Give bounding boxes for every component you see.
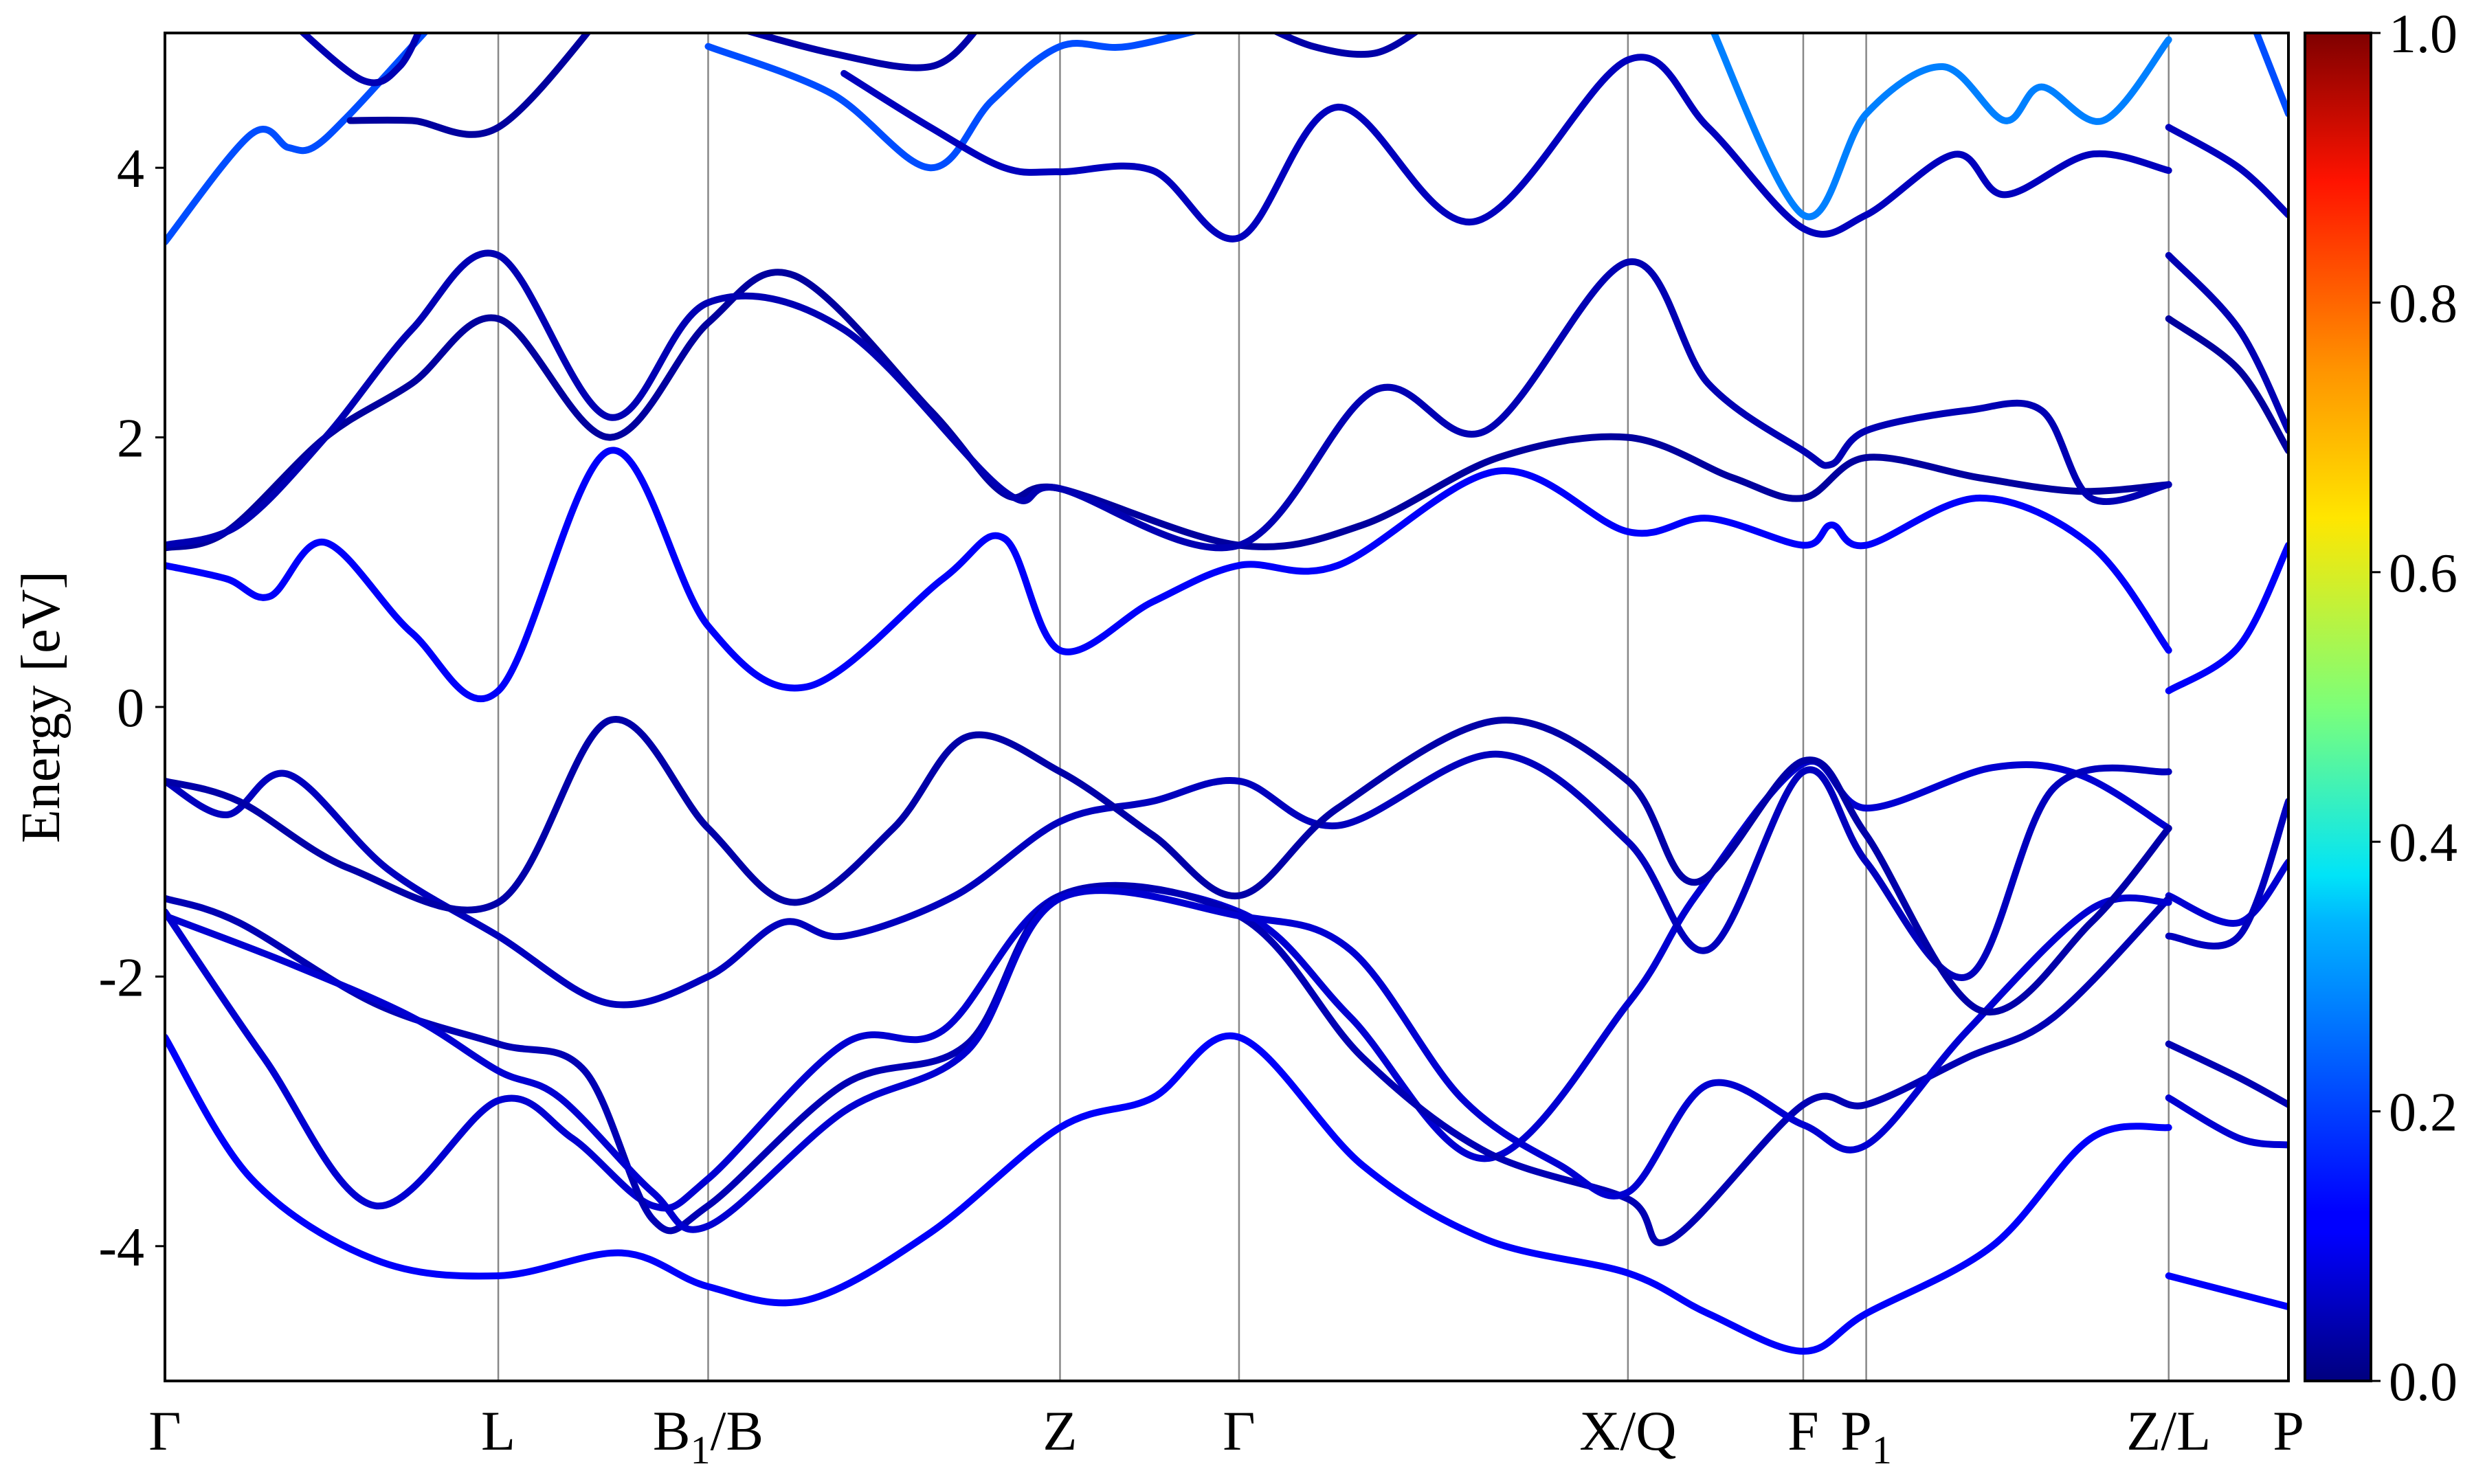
- band-11: [346, 33, 592, 138]
- x-tick-label: P: [2273, 1399, 2304, 1462]
- band-10: [165, 33, 430, 246]
- colorbar-gradient: [2304, 32, 2372, 1382]
- x-tick-label: P1: [1840, 1399, 1892, 1472]
- x-tick-label: Γ: [1223, 1399, 1255, 1462]
- y-tick-label: 2: [117, 409, 144, 469]
- x-tick-label: F: [1787, 1399, 1819, 1462]
- band-5: [165, 750, 2172, 1009]
- band-5b: [2165, 798, 2288, 950]
- band-12: [704, 33, 1202, 172]
- band-2b: [2165, 858, 2288, 927]
- colorbar: 0.0 0.2 0.4 0.6 0.8 1.0: [2304, 4, 2458, 1413]
- band-4: [165, 887, 2172, 1233]
- colorbar-tick-label: 0.2: [2389, 1083, 2458, 1143]
- band-13: [840, 54, 2172, 243]
- x-tick-label: Z: [1043, 1399, 1077, 1462]
- colorbar-tick-label: 0.8: [2389, 273, 2458, 334]
- colorbar-tick-label: 1.0: [2389, 4, 2458, 65]
- y-axis: -4 -2 0 2 4: [98, 139, 165, 1278]
- band-15: [298, 33, 423, 87]
- band-14: [1710, 33, 2172, 221]
- band-9b: [2165, 251, 2288, 434]
- band-13b: [2165, 124, 2288, 218]
- band-3: [165, 881, 2172, 1247]
- x-tick-label: Z/L: [2126, 1399, 2211, 1462]
- y-tick-label: -2: [98, 947, 144, 1008]
- x-axis: Γ L B1/B Z Γ X/Q F P1 Z/L P: [148, 1399, 2304, 1472]
- band-lines: [165, 33, 2288, 1355]
- kpoint-gridlines: [497, 33, 2170, 1381]
- x-tick-label: L: [481, 1399, 515, 1462]
- band-9: [165, 249, 2172, 552]
- y-tick-label: 4: [117, 139, 144, 199]
- band-8b: [2165, 315, 2288, 455]
- band-7: [165, 447, 2172, 703]
- x-tick-label: Γ: [148, 1399, 181, 1462]
- band-1b: [2165, 1272, 2288, 1311]
- band-17: [1271, 33, 1420, 58]
- band-18: [2253, 33, 2288, 117]
- band-3b: [2165, 1040, 2288, 1108]
- x-tick-label: B1/B: [653, 1399, 764, 1472]
- y-tick-label: -4: [98, 1217, 144, 1278]
- y-tick-label: 0: [117, 678, 144, 739]
- y-axis-label: Energy [eV]: [11, 571, 71, 843]
- colorbar-tick-label: 0.4: [2389, 813, 2458, 873]
- x-tick-label: X/Q: [1579, 1399, 1676, 1462]
- band-6: [165, 715, 2172, 1015]
- colorbar-tick-label: 0.0: [2389, 1352, 2458, 1413]
- band-7b: [2165, 541, 2288, 695]
- band-8: [165, 269, 2172, 552]
- band-1: [165, 1032, 2172, 1355]
- colorbar-tick-label: 0.6: [2389, 543, 2458, 604]
- band-4b: [2165, 1094, 2288, 1149]
